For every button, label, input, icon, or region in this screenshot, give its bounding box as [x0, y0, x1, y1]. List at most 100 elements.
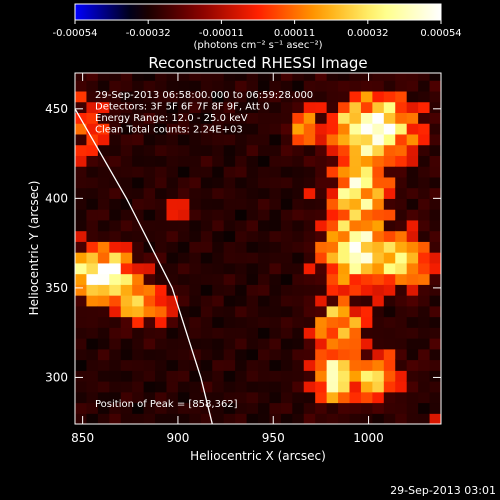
heatmap-cell	[292, 101, 305, 113]
heatmap-cell	[212, 144, 225, 156]
heatmap-cell	[292, 198, 305, 210]
heatmap-cell	[132, 273, 145, 285]
heatmap-cell	[280, 262, 293, 275]
heatmap-cell	[303, 348, 316, 361]
heatmap-cell	[120, 101, 133, 113]
heatmap-cell	[292, 73, 305, 81]
heatmap-cell	[235, 198, 248, 210]
annotation-block: 29-Sep-2013 06:58:00.000 to 06:59:28.000…	[95, 90, 313, 136]
heatmap-cell	[258, 230, 271, 242]
heatmap-cell	[280, 80, 293, 92]
heatmap-cell	[258, 144, 271, 156]
heatmap-cell	[315, 144, 328, 156]
heatmap-cell	[349, 101, 362, 113]
heatmap-cell	[292, 241, 305, 253]
heatmap-cell	[315, 413, 328, 424]
heatmap-cell	[75, 402, 88, 414]
heatmap-cell	[418, 252, 431, 264]
heatmap-cell	[326, 370, 339, 382]
heatmap-cell	[235, 90, 248, 103]
heatmap-cell	[132, 176, 145, 189]
y-axis-ticks: 300 350 400 450	[45, 102, 441, 384]
heatmap-cell	[349, 230, 362, 242]
heatmap-cell	[200, 413, 213, 424]
heatmap-cell	[235, 284, 248, 296]
heatmap-cell	[360, 316, 373, 328]
heatmap-cell	[429, 241, 441, 253]
heatmap-cell	[143, 133, 156, 146]
heatmap-cell	[338, 413, 351, 424]
heatmap-cell	[406, 90, 419, 103]
heatmap-cell	[109, 381, 122, 393]
heatmap-cell	[120, 90, 133, 103]
heatmap-cell	[212, 219, 225, 232]
heatmap-cell	[235, 295, 248, 307]
heatmap-cell	[280, 284, 293, 296]
heatmap-cell	[155, 241, 168, 253]
heatmap-cell	[258, 338, 271, 350]
heatmap-cell	[406, 413, 419, 424]
heatmap-cell	[395, 241, 408, 253]
heatmap-cell	[166, 80, 179, 92]
heatmap-cell	[349, 252, 362, 264]
heatmap-cell	[372, 402, 385, 414]
heatmap-cell	[235, 155, 248, 167]
heatmap-cell	[200, 241, 213, 253]
heatmap-cell	[166, 144, 179, 156]
heatmap-cell	[235, 101, 248, 113]
heatmap-cell	[258, 155, 271, 167]
heatmap-cell	[155, 305, 168, 318]
heatmap-cell	[132, 73, 145, 81]
heatmap-cell	[429, 359, 441, 371]
heatmap-cell	[109, 80, 122, 92]
heatmap-cell	[338, 316, 351, 328]
heatmap-cell	[280, 316, 293, 328]
heatmap-cell	[406, 295, 419, 307]
heatmap-cell	[383, 370, 396, 382]
heatmap-cell	[360, 209, 373, 221]
heatmap-cell	[429, 338, 441, 350]
heatmap-cell	[155, 348, 168, 361]
heatmap-cell	[75, 144, 88, 156]
heatmap-cell	[223, 241, 236, 253]
heatmap-cell	[418, 155, 431, 167]
heatmap-cell	[223, 305, 236, 318]
heatmap-cell	[360, 413, 373, 424]
heatmap-cell	[86, 305, 99, 318]
heatmap-cell	[383, 198, 396, 210]
heatmap-cell	[429, 73, 441, 81]
heatmap-cell	[429, 262, 441, 275]
heatmap-cell	[406, 305, 419, 318]
heatmap-cell	[258, 101, 271, 113]
heatmap-cell	[269, 73, 282, 81]
heatmap-cell	[235, 338, 248, 350]
heatmap-cell	[97, 219, 110, 232]
heatmap-cell	[269, 155, 282, 167]
heatmap-cell	[383, 144, 396, 156]
heatmap-cell	[395, 80, 408, 92]
heatmap-cell	[223, 338, 236, 350]
heatmap-cell	[280, 305, 293, 318]
heatmap-cell	[429, 402, 441, 414]
heatmap-cell	[429, 316, 441, 328]
heatmap-cell	[97, 370, 110, 382]
heatmap-cell	[223, 123, 236, 135]
heatmap-cell	[406, 252, 419, 264]
heatmap-cell	[223, 381, 236, 393]
heatmap-cell	[406, 241, 419, 253]
heatmap-cell	[132, 198, 145, 210]
heatmap-cell	[280, 133, 293, 146]
heatmap-cell	[246, 295, 259, 307]
heatmap-cell	[246, 90, 259, 103]
heatmap-cell	[120, 230, 133, 242]
heatmap-cell	[132, 413, 145, 424]
heatmap-cell	[292, 166, 305, 178]
heatmap-cell	[212, 241, 225, 253]
heatmap-cell	[315, 402, 328, 414]
heatmap-cell	[349, 219, 362, 232]
heatmap-cell	[200, 230, 213, 242]
heatmap-cell	[143, 413, 156, 424]
heatmap-cell	[303, 176, 316, 189]
heatmap-cell	[143, 123, 156, 135]
heatmap-cell	[269, 209, 282, 221]
